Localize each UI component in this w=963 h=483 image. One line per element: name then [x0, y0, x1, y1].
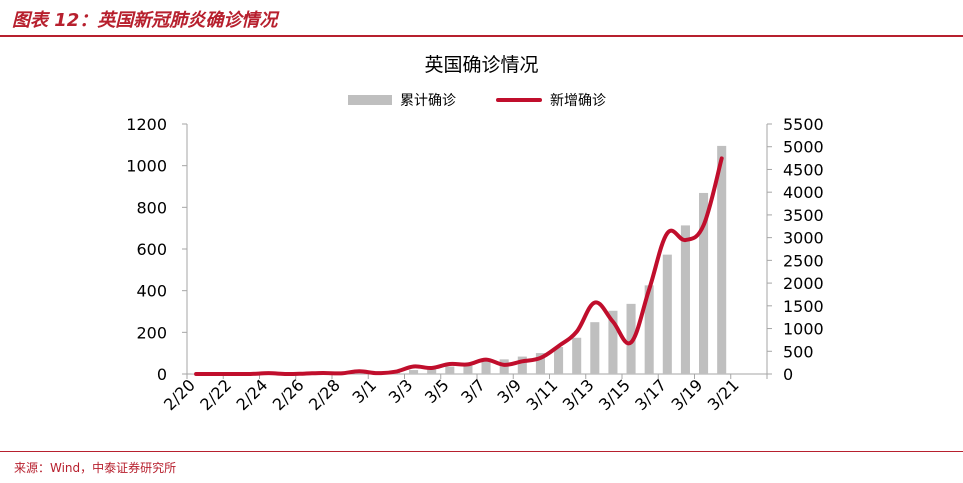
y-left-tick-label: 0 — [157, 365, 167, 384]
x-tick-label: 3/3 — [385, 375, 417, 407]
y-left-tick-label: 1200 — [126, 115, 167, 134]
y-left-tick-label: 1000 — [126, 157, 167, 176]
legend-swatch-line — [496, 98, 542, 102]
y-right-tick-label: 500 — [783, 342, 814, 361]
bar-cumulative-3/7 — [481, 361, 491, 374]
bar-cumulative-3/3 — [409, 370, 419, 374]
x-tick-label: 3/11 — [523, 375, 562, 414]
y-left-tick-label: 600 — [136, 240, 167, 259]
bar-cumulative-3/9 — [517, 356, 527, 374]
x-tick-label: 3/7 — [457, 375, 489, 407]
x-tick-label: 2/28 — [305, 375, 344, 414]
bar-cumulative-3/6 — [463, 364, 473, 374]
y-left-tick-label: 200 — [136, 323, 167, 342]
x-tick-label: 3/15 — [595, 375, 634, 414]
y-right-tick-label: 5500 — [783, 115, 824, 134]
x-tick-label: 2/26 — [269, 375, 308, 414]
y-right-tick-label: 3500 — [783, 206, 824, 225]
x-tick-label: 2/24 — [233, 375, 272, 414]
legend-label-cumulative: 累计确诊 — [400, 93, 456, 109]
y-right-tick-label: 4000 — [783, 183, 824, 202]
y-right-tick-label: 0 — [783, 365, 793, 384]
header-rule — [0, 35, 963, 37]
bar-cumulative-3/13 — [590, 322, 600, 374]
bar-cumulative-3/10 — [535, 353, 545, 374]
footer-rule — [0, 451, 963, 452]
bar-cumulative-3/17 — [662, 254, 672, 374]
bar-cumulative-3/12 — [572, 337, 582, 374]
bar-cumulative-3/20 — [717, 145, 727, 374]
legend-swatch-bar — [348, 95, 392, 105]
x-tick-label: 3/5 — [421, 375, 453, 407]
y-right-tick-label: 1500 — [783, 297, 824, 316]
x-tick-label: 3/13 — [559, 375, 598, 414]
x-tick-label: 2/22 — [196, 375, 235, 414]
line-new-cases — [194, 156, 724, 377]
bar-cumulative-3/4 — [427, 368, 437, 374]
y-left-tick-label: 400 — [136, 282, 167, 301]
bar-cumulative-3/16 — [644, 285, 654, 374]
chart-area: 英国确诊情况 累计确诊 新增确诊 0 200 400 600 800 1000 1200 0 5… — [0, 40, 963, 448]
bar-cumulative-3/11 — [554, 347, 564, 374]
bar-cumulative-3/18 — [680, 225, 690, 374]
y-right-tick-label: 1000 — [783, 320, 824, 339]
x-tick-label: 3/9 — [493, 375, 525, 407]
y-right-tick-label: 4500 — [783, 160, 824, 179]
bar-cumulative-3/14 — [608, 310, 618, 374]
x-tick-label: 3/17 — [631, 375, 670, 414]
bar-cumulative-3/19 — [699, 192, 709, 374]
y-left-tick-label: 800 — [136, 198, 167, 217]
bar-cumulative-3/15 — [626, 303, 636, 374]
x-tick-label: 3/1 — [348, 375, 380, 407]
figure-header: 图表 12：英国新冠肺炎确诊情况 — [0, 0, 963, 36]
source-note: 来源：Wind，中泰证券研究所 — [14, 461, 177, 475]
y-right-tick-label: 2000 — [783, 274, 824, 293]
bar-cumulative-3/5 — [445, 366, 455, 374]
y-right-tick-label: 5000 — [783, 138, 824, 157]
y-right-tick-label: 3000 — [783, 229, 824, 248]
chart-plot: 0 200 400 600 800 1000 1200 0 500 1000 1500 2000 250… — [126, 115, 824, 414]
y-right-tick-label: 2500 — [783, 251, 824, 270]
legend-label-new: 新增确诊 — [550, 93, 606, 109]
figure-title: 图表 12：英国新冠肺炎确诊情况 — [12, 10, 278, 31]
x-tick-label: 3/19 — [668, 375, 707, 414]
chart-title: 英国确诊情况 — [424, 54, 539, 76]
x-tick-label: 3/21 — [704, 375, 743, 414]
